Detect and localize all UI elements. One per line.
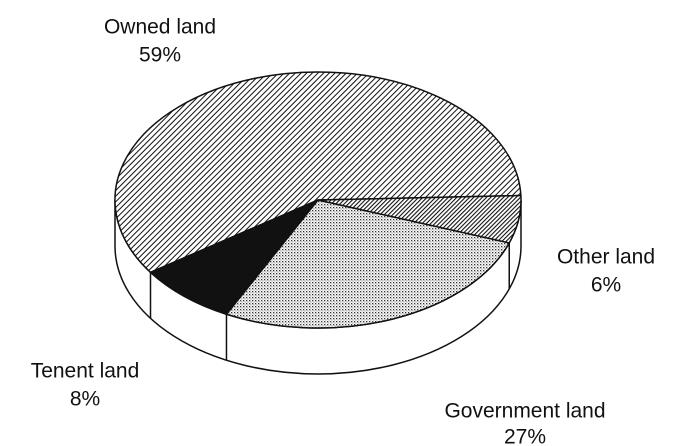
pie-slice	[114, 71, 522, 274]
slice-name: Owned land	[104, 16, 216, 39]
pie-slice	[225, 199, 511, 329]
pie-slice	[149, 199, 319, 316]
labels: Owned land 59% Tenent land 8% Government lan…	[31, 16, 655, 446]
slice-value: 59%	[139, 44, 181, 67]
slice-name: Other land	[557, 246, 655, 269]
pie-slice	[317, 194, 522, 244]
slice-name: Tenent land	[31, 360, 140, 383]
slice-name: Government land	[444, 400, 605, 423]
slice-value: 8%	[70, 388, 100, 411]
slice-value: 6%	[591, 274, 621, 297]
pie	[114, 71, 522, 375]
slice-value: 27%	[504, 426, 546, 446]
